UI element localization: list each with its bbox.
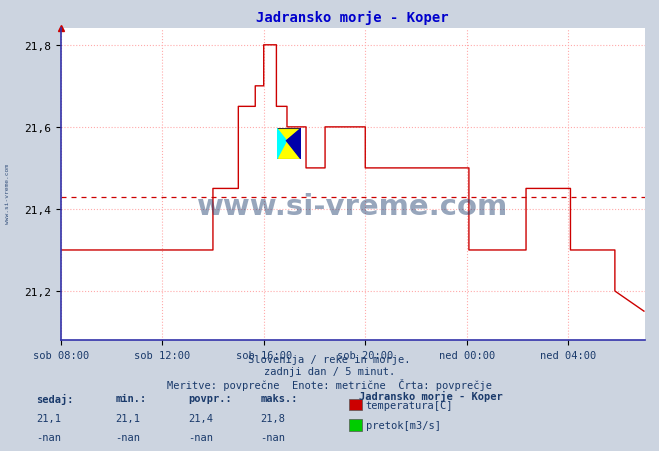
Text: www.si-vreme.com: www.si-vreme.com <box>197 193 508 221</box>
Title: Jadransko morje - Koper: Jadransko morje - Koper <box>256 11 449 25</box>
Text: min.:: min.: <box>115 393 146 403</box>
Text: 21,4: 21,4 <box>188 413 213 423</box>
Text: -nan: -nan <box>36 432 61 442</box>
Text: povpr.:: povpr.: <box>188 393 231 403</box>
Text: zadnji dan / 5 minut.: zadnji dan / 5 minut. <box>264 366 395 376</box>
Text: maks.:: maks.: <box>260 393 298 403</box>
Text: 21,8: 21,8 <box>260 413 285 423</box>
Text: Meritve: povprečne  Enote: metrične  Črta: povprečje: Meritve: povprečne Enote: metrične Črta:… <box>167 378 492 391</box>
Text: Slovenija / reke in morje.: Slovenija / reke in morje. <box>248 354 411 364</box>
Text: 21,1: 21,1 <box>36 413 61 423</box>
Text: temperatura[C]: temperatura[C] <box>366 400 453 410</box>
Text: -nan: -nan <box>115 432 140 442</box>
Text: pretok[m3/s]: pretok[m3/s] <box>366 420 441 430</box>
Text: www.si-vreme.com: www.si-vreme.com <box>5 164 11 224</box>
Text: -nan: -nan <box>260 432 285 442</box>
Text: Jadransko morje - Koper: Jadransko morje - Koper <box>359 390 503 401</box>
Polygon shape <box>277 129 301 160</box>
Text: sedaj:: sedaj: <box>36 393 74 404</box>
Polygon shape <box>277 129 287 160</box>
Text: -nan: -nan <box>188 432 213 442</box>
Text: 21,1: 21,1 <box>115 413 140 423</box>
Polygon shape <box>287 129 301 160</box>
